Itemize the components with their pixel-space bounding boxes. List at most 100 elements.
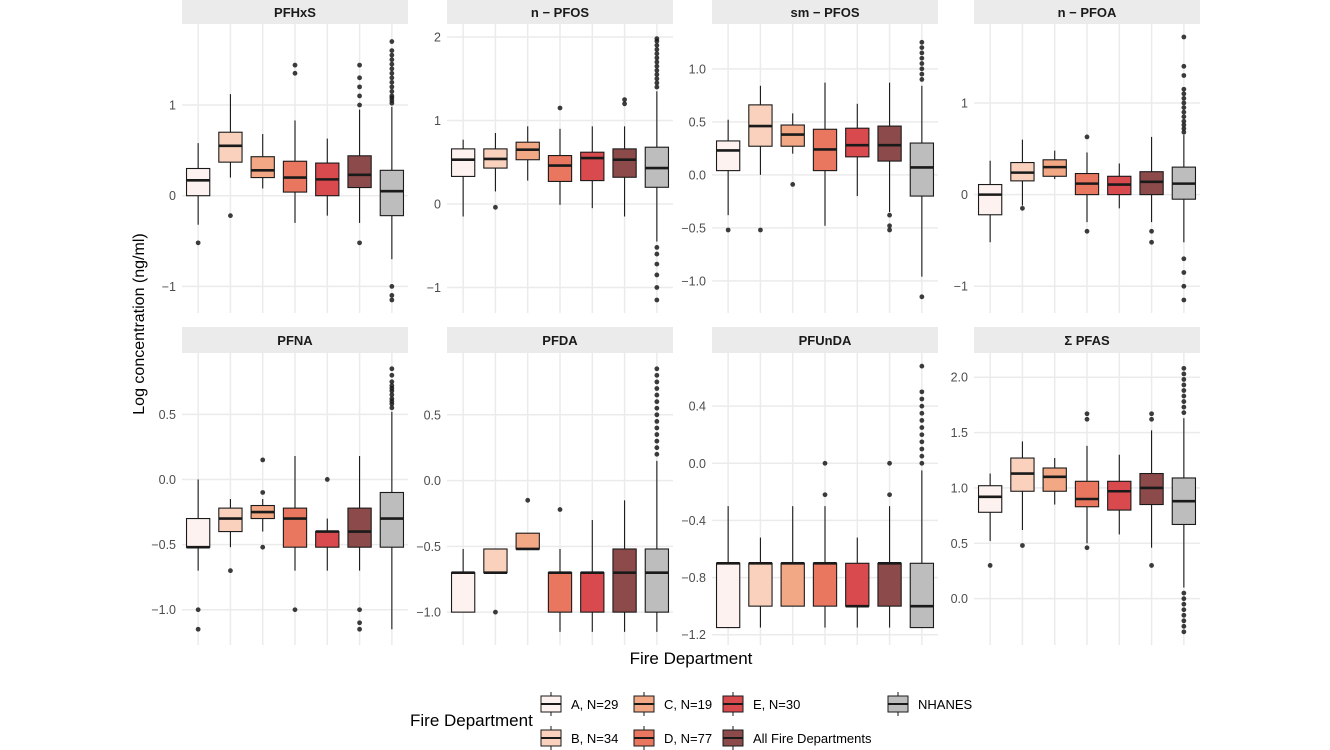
box <box>977 160 1003 243</box>
outlier-point <box>1181 297 1187 303</box>
y-tick-label: −0.5 <box>681 221 706 235</box>
outlier-point <box>389 366 395 372</box>
box <box>1010 441 1035 548</box>
outlier-point <box>389 405 395 411</box>
y-axis-label: Log concentration (ng/ml) <box>131 233 148 414</box>
outlier-point <box>324 477 330 482</box>
outlier-point <box>1181 126 1187 132</box>
outlier-point <box>1149 239 1154 245</box>
outlier-point <box>654 372 660 378</box>
legend-label: E, N=30 <box>753 697 800 712</box>
box-body <box>845 562 870 607</box>
box <box>909 363 935 629</box>
y-tick-label: 0.0 <box>689 457 706 471</box>
outlier-point <box>389 383 395 389</box>
outlier-point <box>292 607 298 613</box>
box-body <box>185 517 211 548</box>
box-body <box>715 562 741 629</box>
legend-title: Fire Department <box>410 711 533 730</box>
box-body <box>185 167 211 197</box>
outlier-point <box>389 52 395 58</box>
facet-strip <box>447 327 673 353</box>
box <box>515 126 540 181</box>
box-body <box>1042 467 1067 492</box>
outlier-point <box>1149 411 1154 417</box>
facet-title: PFHxS <box>274 5 316 20</box>
outlier-point <box>260 544 266 550</box>
box-body <box>748 562 773 607</box>
box-body <box>580 572 605 613</box>
outlier-point <box>1181 399 1187 404</box>
panel: PFNA −1.0 −0.5 0.0 0.5 <box>151 327 408 645</box>
box-body <box>1074 480 1100 508</box>
facet-strip <box>447 0 673 24</box>
box <box>845 537 870 628</box>
box <box>580 520 605 632</box>
outlier-point <box>654 272 660 278</box>
outlier-point <box>654 412 660 418</box>
box <box>812 82 838 226</box>
outlier-point <box>1181 63 1187 69</box>
box-body <box>379 491 405 548</box>
x-axis-label: Fire Department <box>630 649 753 668</box>
box-body <box>1107 480 1132 511</box>
facet-title: n − PFOS <box>531 5 589 20</box>
outlier-point <box>919 389 925 395</box>
outlier-point <box>260 490 266 495</box>
outlier-point <box>654 76 660 82</box>
box <box>909 39 935 300</box>
facet-title: PFUnDA <box>799 333 852 348</box>
box <box>1074 411 1100 551</box>
outlier-point <box>654 285 660 290</box>
box-body <box>282 507 308 548</box>
y-tick-label: −0.4 <box>681 514 706 528</box>
box <box>347 62 372 246</box>
outlier-point <box>919 432 925 438</box>
box <box>218 94 243 219</box>
box <box>1139 411 1164 568</box>
y-tick-label: −1.2 <box>681 628 706 642</box>
facet-title: sm − PFOS <box>791 5 860 20</box>
box-body <box>877 125 902 162</box>
outlier-point <box>919 425 925 430</box>
outlier-point <box>389 75 395 81</box>
box <box>612 97 637 217</box>
box <box>1107 454 1132 535</box>
box <box>282 456 308 613</box>
outlier-point <box>919 410 925 416</box>
box-body <box>218 131 243 163</box>
outlier-point <box>919 66 925 72</box>
outlier-point <box>1181 393 1187 399</box>
outlier-point <box>654 451 660 457</box>
outlier-point <box>493 204 498 210</box>
outlier-point <box>654 438 660 444</box>
outlier-point <box>654 72 660 77</box>
facet-strip <box>974 327 1200 353</box>
box-body <box>450 572 476 613</box>
box <box>282 62 308 223</box>
outlier-point <box>357 626 362 632</box>
outlier-point <box>654 445 660 451</box>
box <box>315 138 340 216</box>
y-tick-label: 0 <box>169 189 176 203</box>
box <box>612 500 637 632</box>
outlier-point <box>557 507 563 512</box>
y-tick-label: 2.0 <box>951 371 968 385</box>
legend-item: D, N=77 <box>633 726 712 750</box>
outlier-point <box>654 42 660 48</box>
y-tick-label: −1 <box>954 280 968 294</box>
y-tick-label: 1.5 <box>951 426 968 440</box>
outlier-point <box>887 212 892 218</box>
box-body <box>977 485 1003 513</box>
legend-item: B, N=34 <box>540 726 618 750</box>
outlier-point <box>1149 228 1154 234</box>
box-body <box>379 169 405 217</box>
outlier-point <box>654 418 660 424</box>
panel: PFDA −1.0 −0.5 0.0 0.5 <box>416 327 673 645</box>
box-body <box>715 140 741 172</box>
box <box>185 479 211 632</box>
outlier-point <box>357 84 362 90</box>
outlier-point <box>389 39 395 44</box>
outlier-point <box>357 62 362 68</box>
box <box>580 126 605 209</box>
